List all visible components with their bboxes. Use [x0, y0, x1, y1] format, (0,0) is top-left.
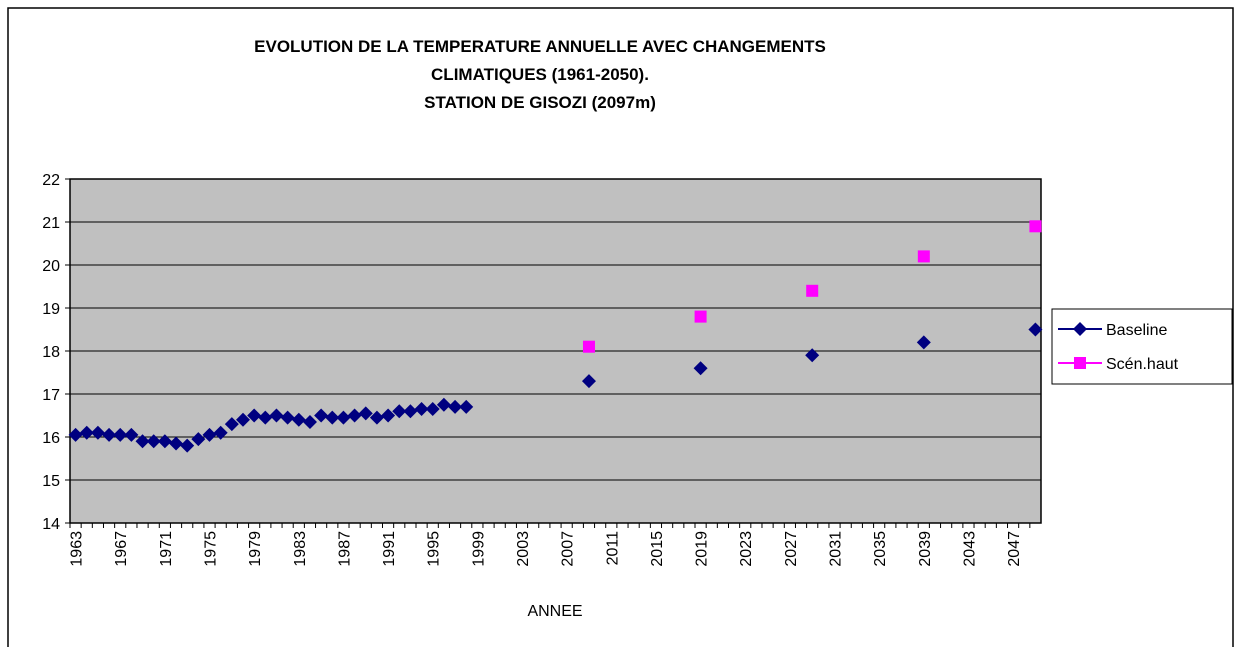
- marker: [917, 250, 930, 263]
- marker: [102, 427, 117, 442]
- marker: [135, 434, 150, 449]
- marker: [425, 402, 440, 417]
- marker: [224, 417, 239, 432]
- marker: [347, 408, 362, 423]
- y-tick-label: 15: [42, 473, 60, 490]
- marker: [369, 410, 384, 425]
- marker: [358, 406, 373, 421]
- marker: [581, 374, 596, 389]
- marker: [582, 340, 595, 353]
- y-tick-label: 16: [42, 430, 60, 447]
- y-tick-label: 20: [42, 258, 60, 275]
- chart-title: CLIMATIQUES (1961-2050).: [431, 65, 649, 84]
- marker: [202, 427, 217, 442]
- x-tick-label: 2015: [649, 531, 666, 567]
- x-tick-label: 2039: [917, 531, 934, 567]
- x-tick-label: 2003: [515, 531, 532, 567]
- marker: [414, 402, 429, 417]
- y-tick-label: 21: [42, 215, 60, 232]
- marker: [79, 425, 94, 440]
- marker: [157, 434, 172, 449]
- marker: [113, 427, 128, 442]
- marker: [805, 348, 820, 363]
- marker: [302, 414, 317, 429]
- marker: [693, 361, 708, 376]
- x-tick-label: 1983: [292, 531, 309, 567]
- plot-border: [69, 178, 1042, 524]
- marker: [1028, 322, 1043, 337]
- x-tick-label: 1987: [336, 531, 353, 567]
- marker: [392, 404, 407, 419]
- marker: [806, 284, 819, 297]
- x-tick-label: 1995: [426, 531, 443, 567]
- x-tick-label: 1963: [69, 531, 86, 567]
- legend-box: [1051, 308, 1233, 385]
- marker: [916, 335, 931, 350]
- x-tick-label: 1975: [203, 531, 220, 567]
- marker: [403, 404, 418, 419]
- marker: [90, 425, 105, 440]
- marker: [191, 432, 206, 447]
- marker: [258, 410, 273, 425]
- x-tick-label: 2007: [560, 531, 577, 567]
- y-tick-label: 22: [42, 172, 60, 189]
- x-tick-label: 2019: [694, 531, 711, 567]
- marker: [381, 408, 396, 423]
- x-tick-label: 1999: [470, 531, 487, 567]
- marker: [68, 427, 83, 442]
- x-tick-label: 2031: [828, 531, 845, 567]
- marker: [1029, 220, 1042, 233]
- x-axis-label: ANNEE: [527, 603, 582, 620]
- legend-marker: [1073, 322, 1087, 336]
- y-tick-label: 18: [42, 344, 60, 361]
- y-tick-label: 14: [42, 516, 60, 533]
- x-tick-label: 2011: [604, 531, 621, 566]
- marker: [269, 408, 284, 423]
- marker: [235, 412, 250, 427]
- marker: [146, 434, 161, 449]
- marker: [213, 425, 228, 440]
- marker: [448, 399, 463, 414]
- legend-label: Scén.haut: [1106, 356, 1179, 373]
- x-tick-label: 1967: [113, 531, 130, 567]
- x-tick-label: 2035: [872, 531, 889, 567]
- x-tick-label: 2023: [738, 531, 755, 567]
- chart-title: STATION DE GISOZI (2097m): [424, 93, 656, 112]
- legend-marker: [1074, 357, 1086, 369]
- chart-title: EVOLUTION DE LA TEMPERATURE ANNUELLE AVE…: [254, 37, 826, 56]
- x-tick-label: 1991: [381, 531, 398, 567]
- marker: [336, 410, 351, 425]
- marker: [169, 436, 184, 451]
- marker: [459, 399, 474, 414]
- marker: [694, 310, 707, 323]
- marker: [436, 397, 451, 412]
- legend-label: Baseline: [1106, 322, 1167, 339]
- x-tick-label: 2027: [783, 531, 800, 567]
- marker: [291, 412, 306, 427]
- x-tick-label: 2043: [961, 531, 978, 567]
- marker: [325, 410, 340, 425]
- x-tick-label: 2047: [1006, 531, 1023, 567]
- marker: [247, 408, 262, 423]
- marker: [314, 408, 329, 423]
- y-tick-label: 19: [42, 301, 60, 318]
- x-tick-label: 1971: [158, 531, 175, 567]
- y-tick-label: 17: [42, 387, 60, 404]
- marker: [280, 410, 295, 425]
- marker: [180, 438, 195, 453]
- marker: [124, 427, 139, 442]
- x-tick-label: 1979: [247, 531, 264, 567]
